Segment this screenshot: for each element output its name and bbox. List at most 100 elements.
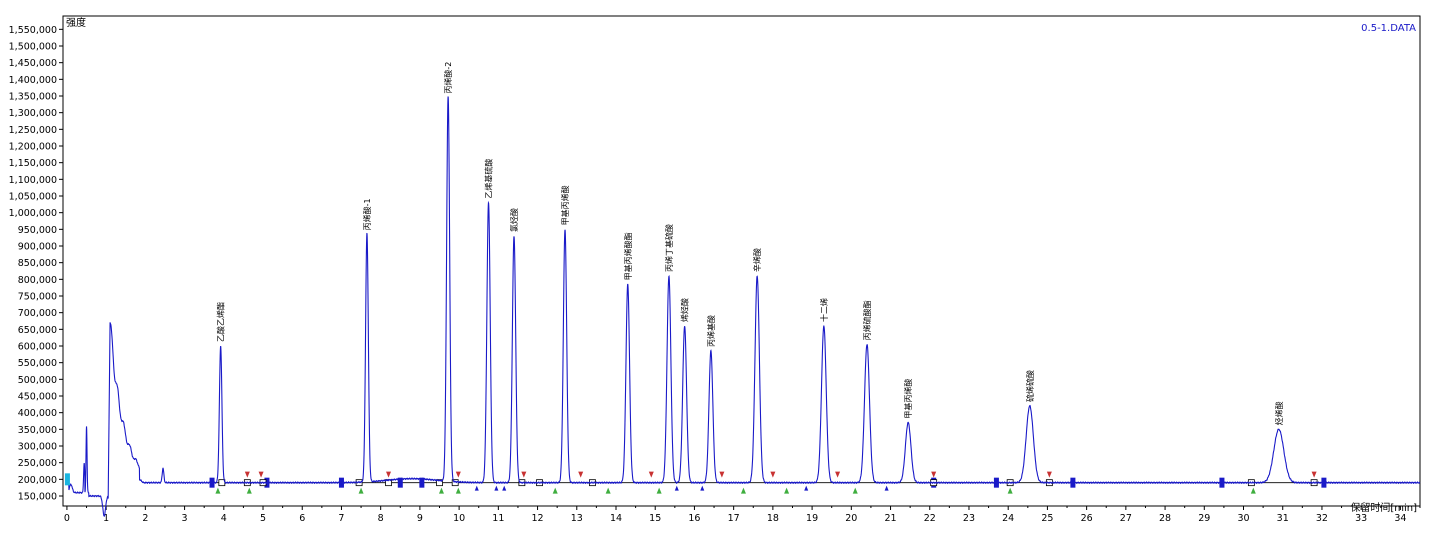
x-tick-label: 19 <box>806 513 818 524</box>
segment-block-marker <box>397 477 403 488</box>
peak-end-marker <box>244 471 250 478</box>
x-tick-label: 9 <box>417 513 423 524</box>
peak-end-marker <box>578 471 584 478</box>
peak-start-marker <box>455 487 461 494</box>
peak-label: 硫烯硫酸 <box>1025 370 1035 402</box>
x-tick-label: 17 <box>728 513 740 524</box>
x-tick-label: 28 <box>1159 513 1171 524</box>
peak-end-marker <box>648 471 654 478</box>
y-tick-label: 900,000 <box>18 242 57 253</box>
x-tick-label: 23 <box>963 513 975 524</box>
x-tick-label: 5 <box>260 513 266 524</box>
peak-end-marker <box>835 471 841 478</box>
valley-marker <box>804 485 809 491</box>
y-tick-label: 800,000 <box>18 275 57 286</box>
y-tick-label: 450,000 <box>18 392 57 403</box>
peak-start-marker <box>358 487 364 494</box>
x-tick-label: 20 <box>845 513 857 524</box>
file-name-label: 0.5-1.DATA <box>1361 23 1416 34</box>
peak-end-marker <box>719 471 725 478</box>
y-tick-label: 500,000 <box>18 375 57 386</box>
y-tick-label: 850,000 <box>18 258 57 269</box>
peak-start-marker <box>215 487 221 494</box>
peak-end-marker <box>1311 471 1317 478</box>
valley-marker <box>474 485 479 491</box>
x-tick-label: 29 <box>1198 513 1210 524</box>
injection-marker <box>64 473 70 486</box>
peak-label: 丙烯基酸 <box>706 315 716 347</box>
peak-label: 氯烃酸 <box>509 208 519 232</box>
x-tick-label: 4 <box>221 513 227 524</box>
x-tick-label: 6 <box>299 513 305 524</box>
segment-block-marker <box>419 477 425 488</box>
y-tick-label: 200,000 <box>18 475 57 486</box>
y-tick-label: 400,000 <box>18 408 57 419</box>
peak-label: 烃烯酸 <box>1274 401 1284 425</box>
x-tick-label: 24 <box>1002 513 1014 524</box>
x-tick-label: 25 <box>1041 513 1053 524</box>
peak-label: 丙烯硫酸酯 <box>862 300 872 340</box>
peak-label: 甲基丙烯酸酯 <box>623 232 633 280</box>
y-axis-title: 强度 <box>66 16 86 29</box>
x-tick-label: 26 <box>1081 513 1093 524</box>
y-tick-label: 550,000 <box>18 358 57 369</box>
x-tick-label: 30 <box>1237 513 1249 524</box>
x-tick-label: 13 <box>571 513 583 524</box>
peak-start-marker <box>852 487 858 494</box>
y-tick-label: 1,450,000 <box>9 58 57 69</box>
peak-end-marker <box>1046 471 1052 478</box>
y-tick-label: 700,000 <box>18 308 57 319</box>
y-tick-label: 350,000 <box>18 425 57 436</box>
x-tick-label: 18 <box>767 513 779 524</box>
y-tick-label: 1,400,000 <box>9 75 57 86</box>
x-tick-label: 15 <box>649 513 661 524</box>
y-axis: 150,000 200,000 250,000 300,000 350,000 400,0… <box>9 25 63 503</box>
x-tick-label: 0 <box>64 513 70 524</box>
peak-start-marker <box>1007 487 1013 494</box>
x-tick-label: 34 <box>1394 513 1406 524</box>
peak-label: 烯烃酸 <box>680 298 690 322</box>
x-tick-label: 3 <box>182 513 188 524</box>
peak-start-marker <box>740 487 746 494</box>
peak-start-marker <box>1250 487 1256 494</box>
y-tick-label: 1,200,000 <box>9 142 57 153</box>
peak-start-marker <box>438 487 444 494</box>
x-axis-title: 保留时间[min] <box>1350 501 1417 514</box>
peak-label: 乙烯基硫酸 <box>484 159 494 199</box>
x-tick-label: 33 <box>1355 513 1367 524</box>
peak-start-marker <box>552 487 558 494</box>
x-tick-label: 1 <box>103 513 109 524</box>
x-tick-label: 11 <box>492 513 504 524</box>
x-tick-label: 7 <box>338 513 344 524</box>
y-tick-label: 300,000 <box>18 442 57 453</box>
x-axis: 0 1 2 3 4 5 6 7 8 9 10 11 12 13 14 15 16 17 18 19 20 21 22 23 24… <box>64 506 1421 524</box>
peak-end-marker <box>770 471 776 478</box>
x-tick-label: 27 <box>1120 513 1132 524</box>
plot-border <box>62 15 1421 507</box>
peak-start-marker <box>784 487 790 494</box>
y-tick-label: 1,500,000 <box>9 42 57 53</box>
y-tick-label: 750,000 <box>18 292 57 303</box>
x-tick-label: 10 <box>453 513 465 524</box>
y-tick-label: 1,050,000 <box>9 192 57 203</box>
y-tick-label: 600,000 <box>18 342 57 353</box>
y-tick-label: 250,000 <box>18 458 57 469</box>
peak-label: 辛烯酸 <box>752 248 762 272</box>
y-tick-label: 1,000,000 <box>9 208 57 219</box>
y-tick-label: 150,000 <box>18 492 57 503</box>
peak-label: 丙烯丁基硫酸 <box>664 224 674 272</box>
peak-start-marker <box>656 487 662 494</box>
peak-end-marker <box>931 471 937 478</box>
x-tick-label: 14 <box>610 513 622 524</box>
valley-marker <box>494 485 499 491</box>
peak-end-marker <box>386 471 392 478</box>
y-tick-label: 1,250,000 <box>9 125 57 136</box>
y-tick-label: 1,350,000 <box>9 92 57 103</box>
y-tick-label: 1,150,000 <box>9 158 57 169</box>
peak-label: 甲基丙烯酸 <box>903 379 913 419</box>
y-tick-label: 650,000 <box>18 325 57 336</box>
